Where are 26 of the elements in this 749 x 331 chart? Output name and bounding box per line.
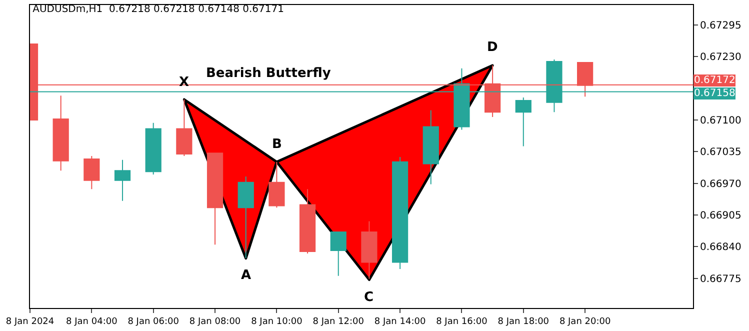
annotation: D — [487, 40, 498, 55]
x-tick-label: 8 Jan 06:00 — [128, 316, 180, 327]
y-tick-label: 0.67230 — [700, 52, 742, 64]
ref-line-label: 0.67158 — [694, 88, 736, 99]
ref-line-label: 0.67172 — [694, 75, 736, 86]
x-tick-label: 8 Jan 18:00 — [498, 316, 550, 327]
x-tick-label: 8 Jan 20:00 — [559, 316, 611, 327]
y-tick-label: 0.67035 — [700, 147, 742, 158]
y-tick-label: 0.67295 — [700, 20, 742, 32]
annotation: A — [241, 268, 252, 283]
y-tick-label: 0.66775 — [700, 274, 742, 285]
x-tick-label: 8 Jan 04:00 — [66, 316, 118, 327]
y-tick-label: 0.66840 — [700, 242, 742, 254]
x-tick-label: 8 Jan 14:00 — [374, 316, 426, 327]
x-tick-label: 8 Jan 12:00 — [312, 316, 364, 327]
x-tick-label: 8 Jan 08:00 — [189, 316, 241, 327]
annotation: Bearish Butterfly — [206, 66, 332, 81]
x-tick-label: 8 Jan 16:00 — [436, 316, 488, 327]
annotation: C — [364, 290, 374, 305]
x-tick-label: 8 Jan 10:00 — [251, 316, 303, 327]
y-tick-label: 0.66905 — [700, 210, 742, 222]
annotation: B — [272, 137, 282, 152]
y-tick-label: 0.66970 — [700, 178, 742, 190]
x-tick-label: 8 Jan 2024 — [6, 316, 54, 327]
y-tick-label: 0.67100 — [700, 115, 742, 126]
chart-title: AUDUSDm,H1 0.67218 0.67218 0.67148 0.67171 — [32, 4, 284, 15]
